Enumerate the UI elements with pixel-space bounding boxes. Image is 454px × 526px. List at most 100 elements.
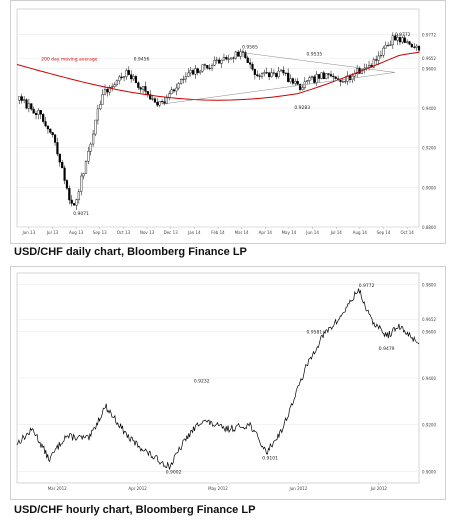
candle-body	[191, 70, 195, 75]
candle-body	[301, 87, 304, 90]
candle-body	[356, 68, 359, 74]
price-annotation: 0.9772	[395, 32, 411, 38]
candle-body	[298, 84, 302, 90]
candle-body	[165, 97, 168, 104]
x-tick-label: May 14	[282, 230, 297, 235]
candle-body	[241, 51, 245, 53]
y-tick-label: 0.9600	[422, 66, 436, 71]
candle-body	[341, 81, 344, 83]
candle-body	[61, 162, 64, 169]
x-tick-label: Jun 14	[305, 230, 319, 235]
candle-body	[253, 69, 256, 75]
candle-body	[401, 37, 404, 43]
x-tick-label: May 2012	[208, 486, 228, 491]
candle-body	[410, 44, 413, 48]
x-tick-label: Apr 2012	[128, 486, 147, 491]
candle-body	[18, 96, 21, 101]
candle-body	[325, 73, 328, 80]
x-tick-label: Apr 14	[259, 230, 273, 235]
candle-body	[272, 72, 275, 74]
x-tick-label: Nov 13	[140, 230, 155, 235]
resistance-trendline	[242, 52, 395, 73]
price-annotation: 0.9071	[73, 211, 89, 217]
candle-body	[386, 44, 390, 46]
candle-body	[96, 108, 99, 121]
price-annotation: 200 day moving average	[41, 57, 98, 63]
candle-body	[329, 74, 333, 77]
candle-body	[177, 83, 180, 89]
candle-body	[46, 125, 50, 130]
candle-body	[115, 80, 119, 85]
candle-body	[106, 89, 109, 93]
candle-body	[225, 57, 228, 60]
y-tick-label: 0.9400	[422, 376, 436, 381]
candle-body	[246, 57, 249, 63]
candle-body	[265, 72, 268, 74]
candle-body	[413, 46, 416, 48]
candle-body	[227, 58, 230, 60]
candle-body	[408, 41, 411, 45]
candle-body	[132, 76, 135, 80]
candle-body	[194, 68, 197, 75]
price-annotation: 0.9283	[294, 105, 310, 111]
candle-body	[151, 98, 154, 100]
candle-body	[70, 199, 73, 204]
candle-body	[137, 82, 140, 88]
candle-body	[322, 72, 325, 80]
price-annotation: 0.9772	[359, 283, 375, 289]
candle-body	[377, 55, 380, 61]
candle-body	[75, 199, 78, 206]
candle-body	[122, 76, 126, 78]
candle-body	[270, 72, 273, 77]
candle-body	[53, 134, 57, 143]
price-annotation: 0.9565	[242, 45, 258, 51]
candle-body	[296, 81, 299, 85]
candle-body	[403, 37, 406, 43]
x-tick-label: Aug 14	[353, 230, 368, 235]
candle-body	[213, 60, 216, 66]
candle-body	[208, 67, 211, 69]
candle-body	[58, 153, 61, 163]
candle-body	[196, 68, 199, 74]
x-tick-label: Dec 13	[164, 230, 179, 235]
candle-body	[244, 52, 247, 59]
price-annotation: 0.9002	[166, 470, 182, 476]
candle-body	[237, 51, 240, 57]
moving-average-line	[16, 51, 420, 101]
candle-body	[291, 78, 295, 84]
daily-chart-caption: USD/CHF daily chart, Bloomberg Finance L…	[14, 246, 247, 258]
candle-body	[382, 47, 385, 56]
candle-body	[23, 99, 26, 101]
candle-body	[87, 151, 90, 162]
candle-body	[239, 51, 242, 57]
candle-body	[51, 132, 54, 136]
y-tick-label: 0.8800	[422, 225, 436, 230]
candle-body	[222, 57, 226, 61]
price-line	[16, 288, 420, 470]
candle-body	[161, 101, 164, 103]
support-trendline	[161, 72, 395, 105]
candle-body	[203, 64, 207, 66]
candle-body	[80, 175, 83, 192]
x-tick-label: Sep 13	[93, 230, 107, 235]
price-annotation: 0.9456	[134, 57, 150, 63]
price-annotation: 0.9535	[306, 52, 322, 58]
candle-body	[158, 101, 161, 106]
candle-body	[277, 70, 280, 77]
candle-body	[315, 74, 318, 83]
candle-body	[210, 65, 214, 69]
candle-body	[396, 37, 399, 41]
candle-body	[127, 70, 130, 75]
candle-body	[111, 86, 114, 88]
candle-body	[184, 76, 187, 80]
candle-body	[327, 73, 330, 75]
candle-body	[306, 80, 309, 82]
candle-body	[268, 72, 271, 77]
candle-body	[229, 57, 233, 60]
candle-body	[344, 80, 347, 83]
candle-body	[103, 89, 107, 95]
candle-body	[27, 103, 30, 109]
candle-body	[348, 75, 352, 80]
x-tick-label: Feb 14	[211, 230, 225, 235]
candle-body	[389, 44, 392, 46]
